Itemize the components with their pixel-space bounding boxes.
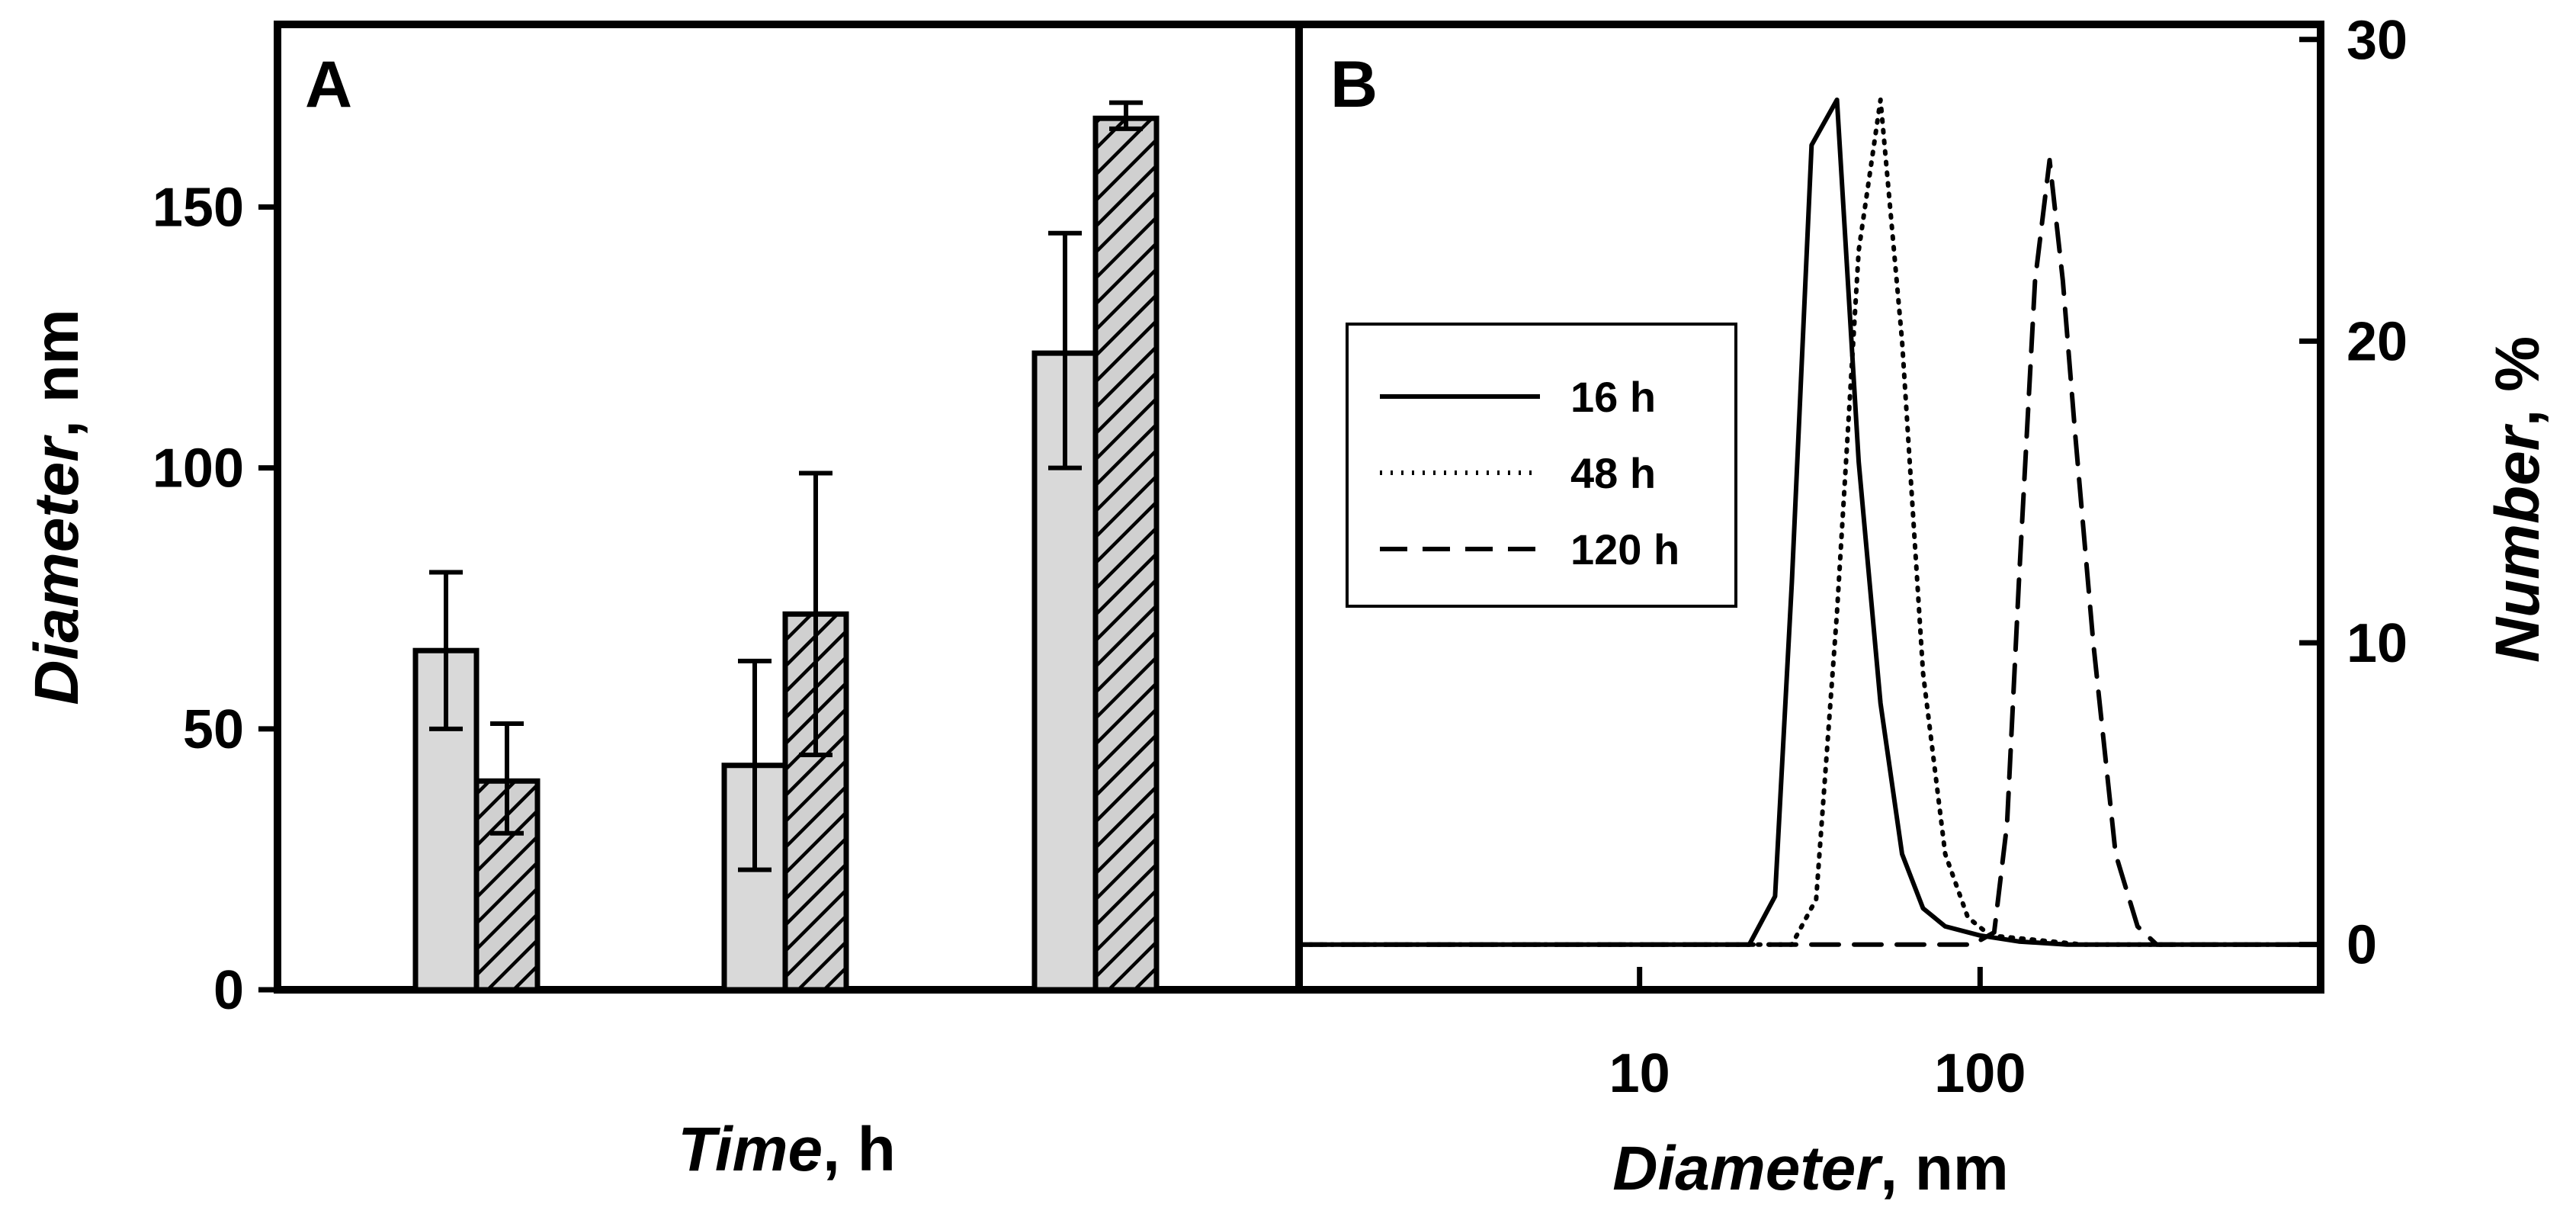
panel-a-y-axis-title: Diameter, nm (22, 309, 91, 705)
panel-b-y-title-main: Number (2483, 423, 2552, 663)
panel-a-bar-g1-hatched (473, 778, 541, 993)
legend-box (1346, 323, 1737, 608)
panel-a-ytick-label-2: 100 (152, 438, 244, 499)
panel-b-marks: 10 100 0 10 20 30 (1297, 10, 2408, 1104)
panel-b-xtick-label-1: 100 (1934, 1043, 2026, 1104)
panel-b-ytick-label-3: 30 (2347, 10, 2408, 71)
panel-a-x-axis-title: Time, h (678, 1115, 896, 1184)
legend-label-48h: 48 h (1570, 449, 1656, 497)
panel-a-x-title-unit: , h (823, 1115, 896, 1184)
panel-a-ytick-label-0: 0 (213, 960, 244, 1021)
panel-b-xtick-label-0: 10 (1609, 1043, 1670, 1104)
panel-a-ytick-label-1: 50 (183, 699, 244, 760)
panel-b-x-title-main: Diameter (1612, 1134, 1883, 1203)
legend-label-16h: 16 h (1570, 373, 1656, 421)
panel-b-series-48h (1297, 97, 2323, 947)
panel-b-letter: B (1330, 48, 1378, 121)
legend: 16 h 48 h 120 h (1346, 323, 1737, 608)
legend-label-120h: 120 h (1570, 525, 1679, 573)
panel-b-y-axis-title: Number, % (2483, 336, 2552, 663)
panel-b-ytick-label-2: 20 (2347, 311, 2408, 372)
panel-b-ytick-label-0: 0 (2347, 915, 2377, 976)
panel-a-marks: 0 50 100 150 (152, 100, 1160, 1021)
panel-a-bar-g3-hatched (1092, 115, 1160, 993)
panel-a-y-title-unit: , nm (22, 309, 91, 438)
panel-b-x-axis-title: Diameter, nm (1612, 1134, 2009, 1203)
panel-a-x-title-main: Time (678, 1115, 823, 1184)
panel-a-ytick-label-3: 150 (152, 178, 244, 239)
panel-b-ytick-label-1: 10 (2347, 613, 2408, 674)
panel-a-y-title-main: Diameter (22, 435, 91, 705)
panel-a-letter: A (305, 48, 352, 121)
panel-b-series-16h (1297, 97, 2323, 947)
panel-b-frame (1295, 21, 2324, 994)
panel-b-y-title-unit: , % (2483, 336, 2552, 426)
panel-b-series-120h (1297, 158, 2323, 947)
panel-b-x-title-unit: , nm (1880, 1134, 2009, 1203)
